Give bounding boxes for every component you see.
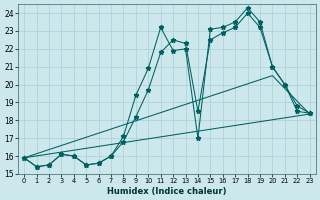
X-axis label: Humidex (Indice chaleur): Humidex (Indice chaleur) — [107, 187, 227, 196]
